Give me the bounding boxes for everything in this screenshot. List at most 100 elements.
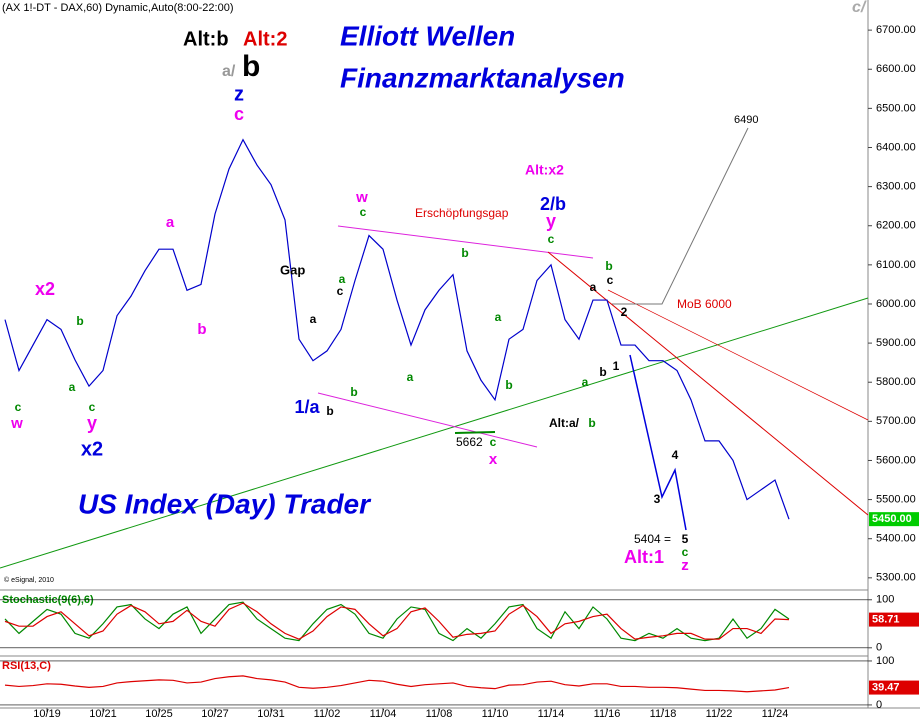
value-label: 5450.00 (872, 513, 912, 525)
y-tick-label: 5800.00 (876, 376, 916, 388)
value-label: 58.71 (872, 614, 900, 626)
banner: US Index (Day) Trader (78, 488, 372, 519)
y-tick-label: 100 (876, 594, 894, 606)
y-tick-label: 100 (876, 655, 894, 667)
annotation: b (588, 416, 595, 430)
annotation: 5404 = (634, 532, 671, 546)
copyright: © eSignal, 2010 (4, 576, 54, 584)
annotation: Alt:x2 (525, 162, 564, 178)
y-tick-label: 6300.00 (876, 181, 916, 193)
x-tick-label: 10/25 (145, 708, 173, 720)
annotation: a/ (222, 63, 236, 80)
annotation: b (76, 314, 83, 328)
x-tick-label: 10/19 (33, 708, 61, 720)
annotation: a (339, 272, 346, 286)
y-tick-label: 0 (876, 642, 882, 654)
series-layer (4, 138, 790, 693)
y-tick-label: 5700.00 (876, 415, 916, 427)
annotation: a (582, 375, 589, 389)
annotation: a (407, 370, 414, 384)
header-corner: c/ (852, 0, 867, 16)
annotation: x2 (81, 438, 103, 460)
annotation: b (461, 246, 468, 260)
target-line (612, 127, 749, 305)
x-tick-label: 11/22 (706, 708, 733, 720)
annotation: Erschöpfungsgap (415, 206, 509, 220)
series-line (4, 138, 790, 520)
annotation: z (681, 557, 689, 574)
annotation: b (326, 404, 333, 418)
annotation: a (310, 312, 317, 326)
annotation: Alt:b (183, 28, 229, 50)
value-label-box (869, 612, 919, 627)
annotation: c (548, 232, 555, 246)
annotation: a (495, 310, 502, 324)
x-tick-label: 11/14 (538, 708, 565, 720)
annotation: 1 (613, 359, 620, 373)
series-line (4, 675, 790, 693)
y-tick-label: 5300.00 (876, 572, 916, 584)
annotation: 6490 (734, 114, 758, 126)
channel-line (317, 392, 538, 448)
annotation: x (489, 451, 498, 468)
title: Elliott Wellen (340, 20, 515, 51)
y-tick-label: 6200.00 (876, 220, 916, 232)
y-tick-label: 6600.00 (876, 63, 916, 75)
x-tick-label: 11/16 (594, 708, 621, 720)
y-tick-label: 5600.00 (876, 454, 916, 466)
annotation: b (350, 385, 357, 399)
channel-line (337, 225, 594, 259)
y-tick-label: 6400.00 (876, 141, 916, 153)
x-tick-label: 11/24 (762, 708, 789, 720)
annotation: y (87, 413, 97, 433)
series-line (4, 602, 790, 640)
annotation: c (234, 104, 244, 124)
annotation: 4 (672, 448, 679, 462)
annotation: b (197, 321, 206, 338)
annotation: w (10, 415, 23, 432)
annotation: 2 (621, 305, 628, 319)
support-mark (454, 431, 496, 434)
y-tick-label: 6000.00 (876, 298, 916, 310)
annotation: c (682, 545, 689, 559)
annotation: 2/b (540, 194, 566, 214)
value-label-box (869, 512, 919, 527)
annotation: z (234, 83, 244, 105)
header-symbol: (AX 1!-DT - DAX,60) Dynamic,Auto(8:00-22… (2, 2, 234, 14)
annotation: b (242, 50, 260, 83)
annotation: Alt:1 (624, 547, 664, 567)
annotation: 5 (682, 532, 689, 546)
annotation: c (89, 400, 96, 414)
resistance-line (547, 251, 869, 516)
annotation: Alt:a/ (549, 416, 580, 430)
x-tick-label: 11/04 (370, 708, 397, 720)
annotation: b (599, 365, 606, 379)
annotation: Alt:2 (243, 28, 287, 50)
y-tick-label: 0 (876, 699, 882, 711)
x-tick-label: 10/21 (89, 708, 117, 720)
annotation: y (546, 211, 556, 231)
x-tick-label: 11/10 (482, 708, 509, 720)
y-tick-label: 5500.00 (876, 493, 916, 505)
annotation: a (590, 280, 597, 294)
annotation: c (15, 400, 22, 414)
annotation: b (605, 259, 612, 273)
value-label-box (869, 680, 919, 695)
wave-path (629, 354, 687, 531)
annotation: c (490, 435, 497, 449)
annotation: c (607, 273, 614, 287)
annotation: c (337, 284, 344, 298)
annotation: a (166, 214, 175, 231)
annotation: a (69, 380, 76, 394)
annotation: 3 (654, 492, 661, 506)
y-tick-label: 6500.00 (876, 102, 916, 114)
annotation: w (355, 189, 368, 206)
annotation: Gap (280, 262, 305, 277)
x-tick-label: 10/27 (201, 708, 229, 720)
annotation: MoB 6000 (677, 297, 732, 311)
annotation: x2 (35, 279, 55, 299)
y-tick-label: 6700.00 (876, 24, 916, 36)
annotation: 1/a (294, 397, 320, 417)
